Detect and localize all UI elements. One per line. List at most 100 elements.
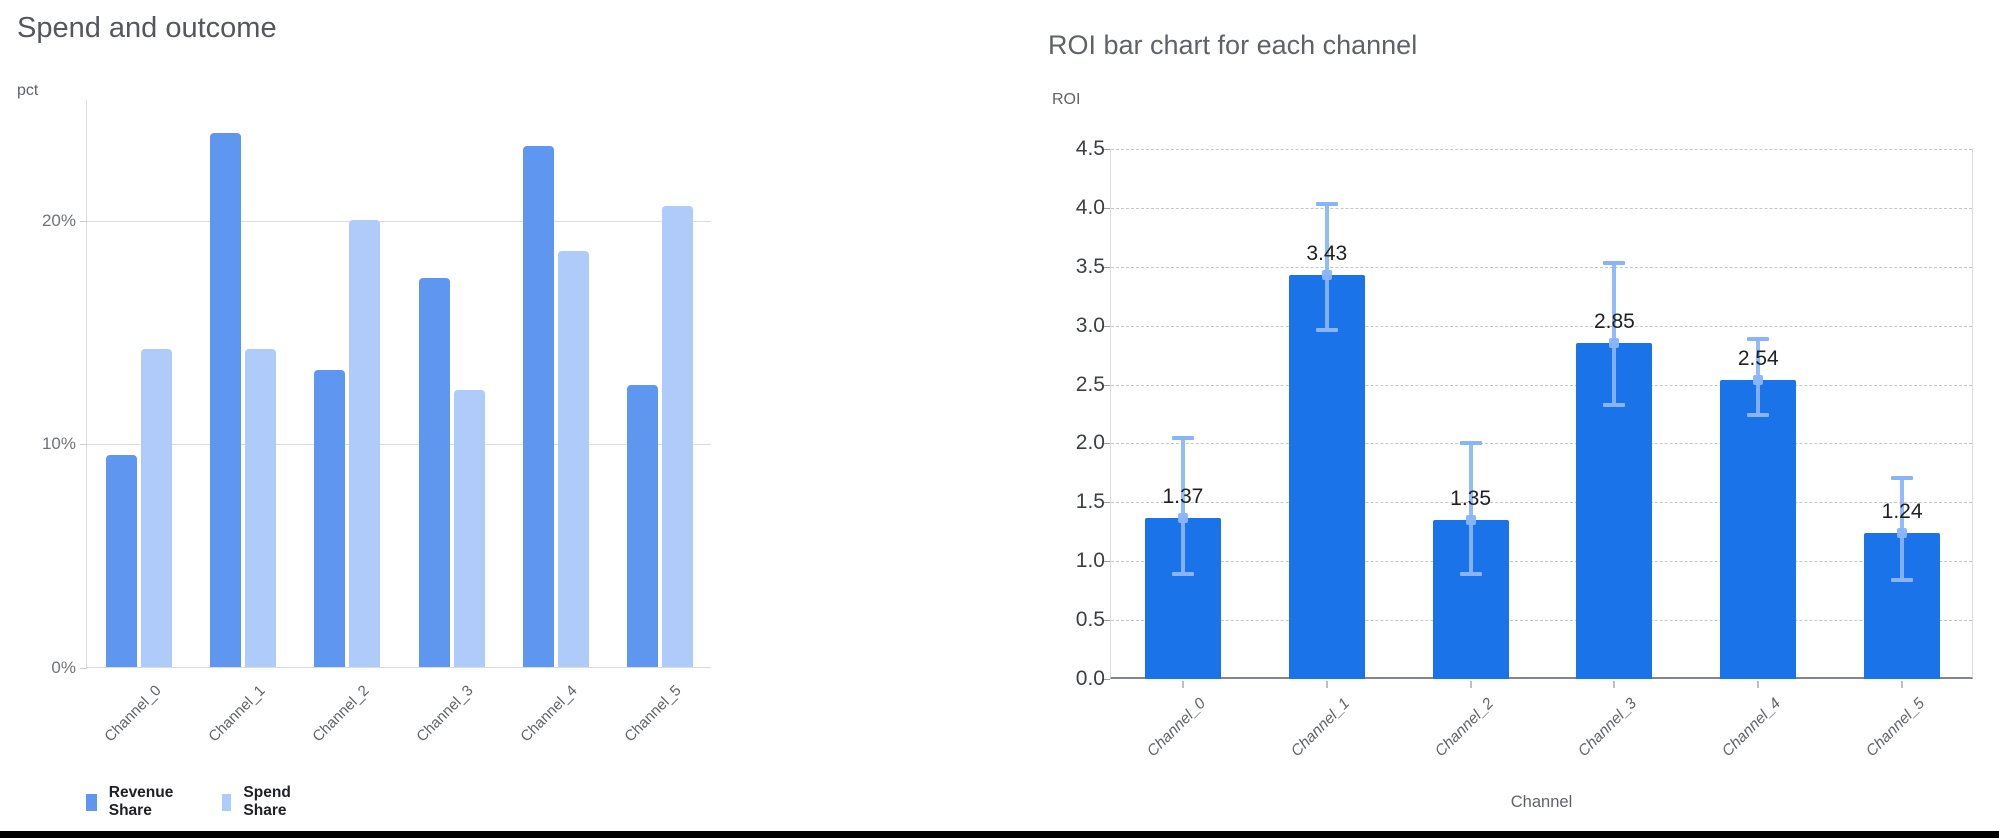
bar-value-label: 1.37 [1162,484,1204,508]
window-bottom-edge [0,831,1999,838]
gridline [1111,384,1972,386]
gridline [1111,149,1972,150]
y-tick-mark [1102,561,1110,563]
error-bar-mean-marker [1609,338,1620,349]
error-bar-line [1324,204,1329,331]
legend-item-spend-share: Spend Share [221,784,298,820]
error-bar-mean-marker [1465,515,1476,525]
error-bar-line [1468,443,1473,575]
bar-revenue-share [210,132,242,667]
gridline [1111,502,1972,504]
y-tick-mark [80,668,87,669]
error-bar-cap-bottom [1459,572,1482,577]
x-tick-mark [1901,681,1904,688]
gridline [1111,325,1972,327]
y-tick-mark [1102,149,1110,150]
y-tick-mark [1102,502,1110,504]
bar-revenue-share [106,454,138,667]
y-tick-label: 0% [51,658,76,677]
x-tick-label: Channel_4 [517,682,581,746]
x-tick-mark [1181,681,1184,688]
left-plot-area: 0% 10% 20% Channel_0 Channel_1 Channel_2 Chann… [42,100,711,745]
x-tick-label: Channel_4 [1719,695,1785,761]
x-tick-label: Channel_2 [1431,695,1497,761]
error-bar-cap-top [1747,336,1770,341]
bar-revenue-share [314,369,346,667]
error-bar-cap-bottom [1603,402,1626,407]
bar-roi [1288,275,1365,679]
left-chart-title: Spend and outcome [17,12,277,44]
y-tick-mark [1102,207,1110,209]
y-tick-label: 2.5 [1075,372,1105,396]
gridline [1111,620,1972,622]
error-bar-cap-top [1459,441,1482,446]
error-bar-mean-marker [1177,512,1188,523]
bar-revenue-share [626,385,658,667]
x-tick-label: Channel_1 [204,682,269,746]
x-tick-label: Channel_3 [413,682,477,746]
y-tick-label: 1.5 [1075,490,1105,514]
y-tick-mark [1102,679,1110,680]
chart-legend: Revenue Share Spend Share [86,784,298,820]
error-bar-cap-top [1891,475,1914,480]
right-plot-area: 0.0 0.5 1.0 1.5 2.0 2.5 3.0 3.5 4.0 4.5 1.37 Channe… [1076,137,1973,760]
bar-roi [1720,379,1797,679]
bar-spend-share [557,251,589,667]
y-tick-label: 1.0 [1075,549,1105,573]
y-tick-label: 3.0 [1075,313,1105,337]
x-tick-label: Channel_0 [1143,695,1209,761]
legend-swatch-revenue-share [86,793,97,811]
gridline [1111,561,1972,563]
x-tick-label: Channel_3 [1575,695,1641,761]
legend-item-revenue-share: Revenue Share [86,784,180,820]
legend-label: Revenue Share [108,784,174,819]
right-x-axis-title: Channel [1510,793,1573,811]
right-chart-title: ROI bar chart for each channel [1048,30,1418,60]
y-tick-mark [80,444,87,446]
y-tick-mark [1102,325,1110,327]
error-bar-cap-bottom [1747,413,1770,418]
bar-value-label: 1.24 [1881,499,1923,523]
y-tick-label: 2.0 [1075,431,1105,455]
y-tick-mark [1102,620,1110,622]
bar-value-label: 2.54 [1737,346,1779,370]
bar-spend-share [141,349,173,667]
bar-spend-share [453,389,485,667]
y-tick-mark [1102,443,1110,445]
x-tick-mark [1469,681,1472,688]
y-tick-mark [80,220,87,222]
x-tick-label: Channel_5 [621,682,685,746]
error-bar-cap-bottom [1315,328,1338,333]
y-tick-mark [1102,384,1110,386]
gridline [1111,266,1972,268]
legend-swatch-spend-share [221,793,232,811]
y-tick-label: 10% [41,434,76,454]
error-bar-cap-bottom [1891,578,1914,583]
gridline [87,444,711,446]
y-tick-label: 3.5 [1075,254,1105,278]
gridline [1111,207,1972,209]
x-tick-label: Channel_1 [1287,695,1353,761]
x-tick-mark [1757,681,1760,688]
y-tick-label: 4.0 [1075,195,1105,219]
gridline [1111,443,1972,445]
error-bar-cap-bottom [1171,572,1194,577]
x-tick-label: Channel_5 [1863,695,1929,761]
bar-value-label: 1.35 [1450,487,1492,510]
gridline [87,220,711,222]
left-y-axis-unit-label: pct [17,82,39,99]
error-bar-mean-marker [1321,270,1332,281]
bar-spend-share [661,206,693,667]
error-bar-mean-marker [1753,374,1764,385]
x-tick-label: Channel_0 [100,682,165,746]
y-tick-mark [1102,266,1110,268]
bar-revenue-share [418,277,450,667]
y-tick-label: 0.5 [1075,608,1105,632]
bar-spend-share [349,219,381,667]
y-tick-label: 20% [41,210,76,230]
bar-revenue-share [522,145,554,667]
x-tick-label: Channel_2 [309,682,373,746]
y-tick-label: 0.0 [1075,667,1105,690]
error-bar-mean-marker [1897,527,1908,538]
error-bar-line [1180,437,1185,575]
